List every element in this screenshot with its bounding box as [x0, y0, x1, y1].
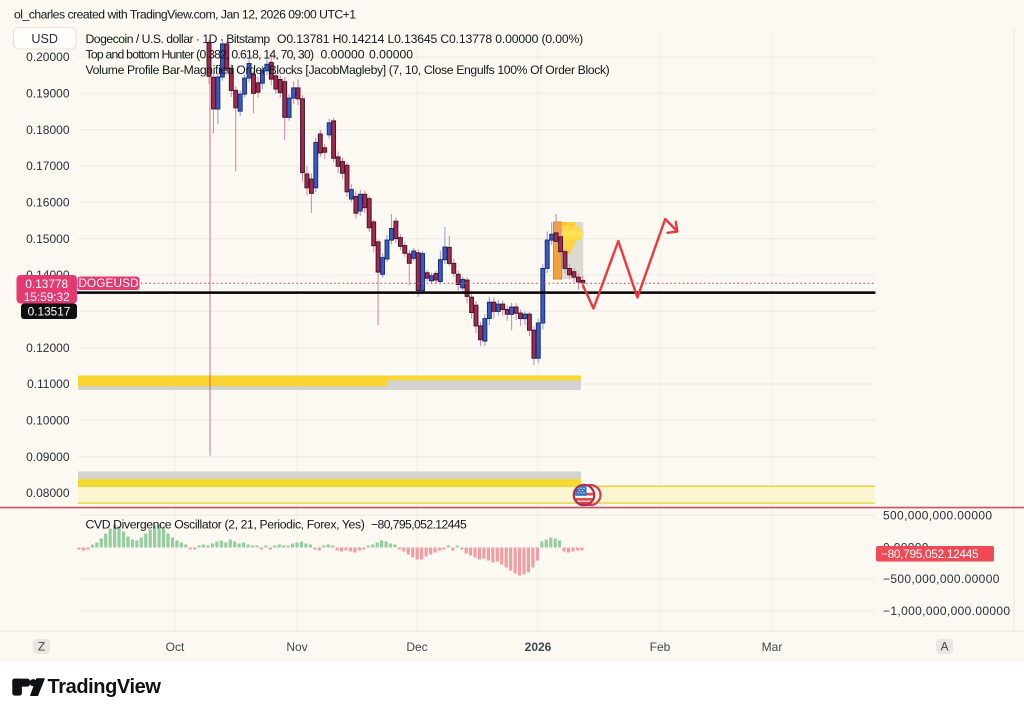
svg-text:0.00000: 0.00000	[369, 48, 413, 62]
svg-text:A: A	[940, 640, 948, 654]
svg-text:USD: USD	[31, 32, 58, 46]
svg-text:Top and bottom Hunter (0.382,: Top and bottom Hunter (0.382, 0.618, 14,…	[86, 48, 314, 62]
svg-text:Volume Profile Bar-Magnified O: Volume Profile Bar-Magnified Order Block…	[86, 63, 610, 77]
svg-text:Oct: Oct	[166, 640, 185, 654]
svg-text:0.09000: 0.09000	[26, 450, 70, 464]
svg-text:Nov: Nov	[286, 640, 307, 654]
svg-text:CVD Divergence Oscillator (2,: CVD Divergence Oscillator (2, 21, Period…	[86, 518, 365, 532]
svg-text:0.20000: 0.20000	[26, 50, 70, 64]
svg-text:DOGEUSD: DOGEUSD	[78, 276, 138, 290]
svg-text:TradingView: TradingView	[48, 676, 162, 698]
svg-text:0.19000: 0.19000	[26, 87, 70, 101]
svg-text:Dogecoin / U.S. dollar · 1D ·: Dogecoin / U.S. dollar · 1D · Bitstamp	[86, 32, 271, 46]
svg-text:Mar: Mar	[762, 640, 783, 654]
svg-text:0.12000: 0.12000	[26, 341, 70, 355]
svg-text:2026: 2026	[525, 640, 552, 654]
svg-text:−80,795,052.12445: −80,795,052.12445	[371, 518, 467, 532]
svg-text:500,000,000.00000: 500,000,000.00000	[883, 508, 992, 522]
svg-text:0.18000: 0.18000	[26, 123, 70, 137]
svg-text:O0.13781 H0.14214 L0.13645: O0.13781 H0.14214 L0.13645 C0.13778 0.00…	[277, 32, 583, 46]
svg-text:0.13778: 0.13778	[25, 277, 68, 291]
svg-text:Feb: Feb	[650, 640, 671, 654]
svg-text:Dec: Dec	[406, 640, 427, 654]
svg-text:0.10000: 0.10000	[26, 414, 70, 428]
svg-text:0.16000: 0.16000	[26, 196, 70, 210]
svg-text:ol_charles created with Tradin: ol_charles created with TradingView.com,…	[14, 8, 356, 22]
svg-text:−1,000,000,000.00000: −1,000,000,000.00000	[883, 604, 1010, 618]
svg-text:0.13517: 0.13517	[28, 304, 71, 318]
svg-text:0.17000: 0.17000	[26, 159, 70, 173]
svg-text:Z: Z	[38, 640, 45, 654]
svg-text:0.15000: 0.15000	[26, 232, 70, 246]
svg-text:−500,000,000.00000: −500,000,000.00000	[883, 572, 1000, 586]
svg-text:0.11000: 0.11000	[27, 377, 70, 391]
svg-text:−80,795,052.12445: −80,795,052.12445	[881, 547, 979, 561]
svg-text:15:59:32: 15:59:32	[24, 290, 70, 304]
svg-text:0.08000: 0.08000	[26, 486, 70, 500]
svg-text:0.00000: 0.00000	[321, 48, 365, 62]
